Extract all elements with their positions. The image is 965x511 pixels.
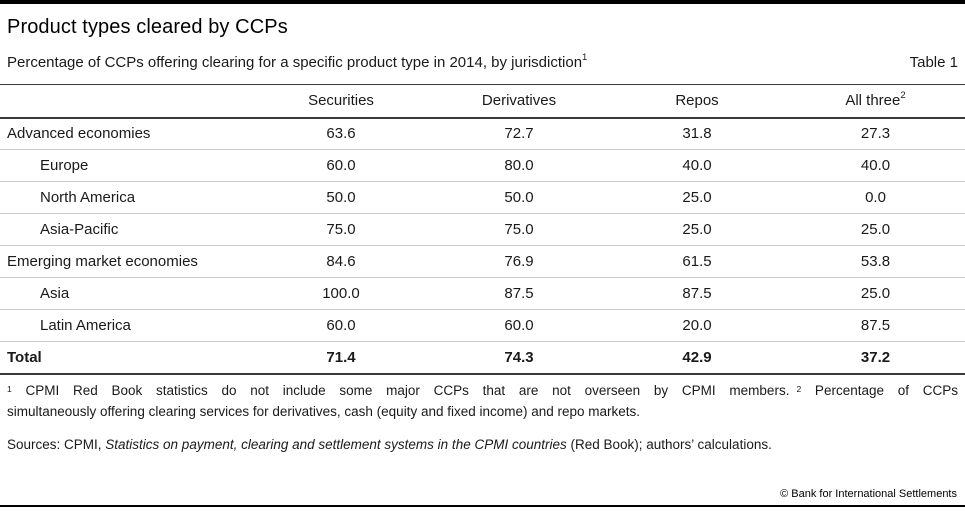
- row-label: Latin America: [40, 317, 131, 334]
- row-label: North America: [40, 189, 136, 206]
- top-rule: [0, 0, 965, 4]
- cell-derivatives: 80.0: [504, 157, 534, 174]
- cell-all-three: 87.5: [860, 317, 891, 334]
- bottom-rule: [0, 505, 965, 507]
- cell-all-three: 37.2: [860, 348, 891, 366]
- table-row: Asia-Pacific 75.0 75.0 25.0 25.0: [0, 213, 965, 246]
- column-header-repos: Repos: [675, 92, 719, 110]
- cell-securities: 84.6: [326, 253, 356, 270]
- copyright-line: © Bank for International Settlements: [780, 488, 957, 500]
- row-label: Europe: [40, 157, 89, 174]
- cell-securities: 63.6: [326, 125, 356, 143]
- row-label: Asia-Pacific: [40, 221, 119, 238]
- footnote-marker: 1: [7, 383, 12, 394]
- sources-line: Sources: CPMI, Statistics on payment, cl…: [7, 437, 958, 452]
- footnote-text: CPMI Red Book statistics do not include …: [11, 382, 790, 398]
- cell-all-three: 25.0: [860, 285, 891, 302]
- subtitle-row: Percentage of CCPs offering clearing for…: [7, 52, 958, 71]
- row-label: Emerging market economies: [7, 253, 198, 270]
- column-header-securities: Securities: [308, 92, 374, 110]
- cell-repos: 20.0: [682, 317, 712, 334]
- cell-derivatives: 87.5: [504, 285, 534, 302]
- table-subtitle: Percentage of CCPs offering clearing for…: [7, 52, 588, 71]
- table-header-row: Securities Derivatives Repos All three2: [0, 85, 965, 118]
- table-row: Emerging market economies 84.6 76.9 61.5 53.…: [0, 245, 965, 278]
- cell-derivatives: 72.7: [504, 125, 534, 143]
- cell-all-three: 40.0: [860, 157, 891, 174]
- footnote-text: simultaneously offering clearing service…: [7, 403, 641, 419]
- cell-all-three: 25.0: [860, 221, 891, 238]
- sources-suffix: (Red Book); authors’ calculations.: [566, 436, 772, 452]
- page-title: Product types cleared by CCPs: [7, 16, 288, 38]
- column-header-derivatives: Derivatives: [481, 92, 557, 110]
- cell-derivatives: 75.0: [504, 221, 534, 238]
- footnote-text: Percentage of CCPs: [801, 382, 958, 398]
- cell-all-three: 0.0: [865, 189, 886, 206]
- cell-securities: 60.0: [326, 157, 356, 174]
- column-header-all-three: All three2: [845, 90, 906, 110]
- subtitle-footnote-marker: 1: [582, 52, 588, 63]
- cell-derivatives: 74.3: [504, 348, 534, 366]
- cell-all-three: 53.8: [860, 253, 891, 270]
- table-row: Total 71.4 74.3 42.9 37.2: [0, 341, 965, 374]
- row-label: Asia: [40, 285, 70, 302]
- footnote-marker: 2: [796, 383, 802, 394]
- cell-repos: 25.0: [682, 189, 712, 206]
- cell-securities: 75.0: [326, 221, 356, 238]
- sources-publication-title: Statistics on payment, clearing and sett…: [105, 436, 567, 452]
- cell-repos: 87.5: [682, 285, 712, 302]
- footnote-line: 1 CPMI Red Book statistics do not includ…: [7, 380, 958, 401]
- cell-derivatives: 76.9: [504, 253, 534, 270]
- cell-derivatives: 60.0: [504, 317, 534, 334]
- footnote-line: simultaneously offering clearing service…: [7, 401, 958, 422]
- row-label: Advanced economies: [7, 125, 151, 143]
- cell-securities: 71.4: [326, 348, 356, 366]
- cell-repos: 42.9: [682, 348, 712, 366]
- table-number-label: Table 1: [909, 54, 958, 71]
- cell-repos: 31.8: [682, 125, 712, 143]
- cell-securities: 50.0: [326, 189, 356, 206]
- row-label-header: [0, 85, 252, 118]
- sources-prefix: Sources: CPMI,: [7, 436, 106, 452]
- table-row: Asia 100.0 87.5 87.5 25.0: [0, 277, 965, 310]
- footnotes: 1 CPMI Red Book statistics do not includ…: [7, 380, 958, 422]
- table-row: North America 50.0 50.0 25.0 0.0: [0, 181, 965, 214]
- ccp-product-table: Securities Derivatives Repos All three2 Adv…: [0, 84, 965, 375]
- cell-derivatives: 50.0: [504, 189, 534, 206]
- cell-repos: 25.0: [682, 221, 712, 238]
- table-row: Europe 60.0 80.0 40.0 40.0: [0, 149, 965, 182]
- cell-securities: 60.0: [326, 317, 356, 334]
- subtitle-text: Percentage of CCPs offering clearing for…: [7, 54, 583, 71]
- row-label: Total: [7, 348, 42, 366]
- table-row: Latin America 60.0 60.0 20.0 87.5: [0, 309, 965, 342]
- cell-securities: 100.0: [322, 285, 360, 302]
- table-row: Advanced economies 63.6 72.7 31.8 27.3: [0, 118, 965, 150]
- cell-repos: 40.0: [682, 157, 712, 174]
- cell-all-three: 27.3: [860, 125, 891, 143]
- cell-repos: 61.5: [682, 253, 712, 270]
